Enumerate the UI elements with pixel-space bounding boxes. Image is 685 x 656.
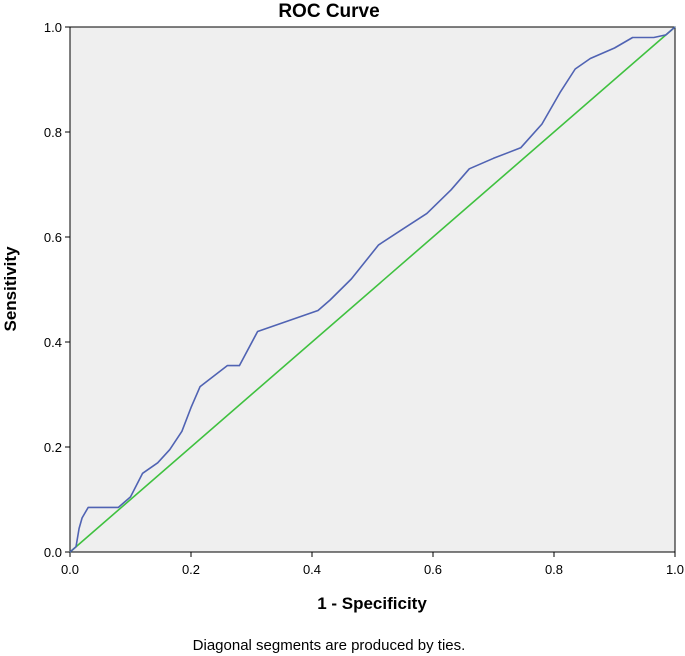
y-tick-label: 0.0 — [44, 545, 62, 560]
y-tick-label: 0.6 — [44, 230, 62, 245]
x-tick-label: 1.0 — [666, 562, 684, 577]
x-tick-label: 0.2 — [182, 562, 200, 577]
y-tick-label: 0.2 — [44, 440, 62, 455]
x-tick-label: 0.0 — [61, 562, 79, 577]
x-axis-label: 1 - Specificity — [317, 594, 427, 613]
reference-line — [69, 26, 676, 553]
y-tick-label: 0.4 — [44, 335, 62, 350]
x-tick-label: 0.8 — [545, 562, 563, 577]
y-tick-label: 1.0 — [44, 20, 62, 35]
roc-curve-line — [69, 26, 676, 553]
y-axis-label: Sensitivity — [1, 246, 20, 332]
x-tick-label: 0.6 — [424, 562, 442, 577]
chart-footnote: Diagonal segments are produced by ties. — [193, 637, 466, 654]
x-tick-label: 0.4 — [303, 562, 321, 577]
chart-title: ROC Curve — [278, 1, 379, 22]
y-tick-label: 0.8 — [44, 125, 62, 140]
series-group — [69, 26, 676, 553]
axis-ticks: 0.0 0.2 0.4 0.6 0.8 1.0 0.0 0.2 0.4 0.6 0.8 1.0 — [44, 20, 684, 577]
